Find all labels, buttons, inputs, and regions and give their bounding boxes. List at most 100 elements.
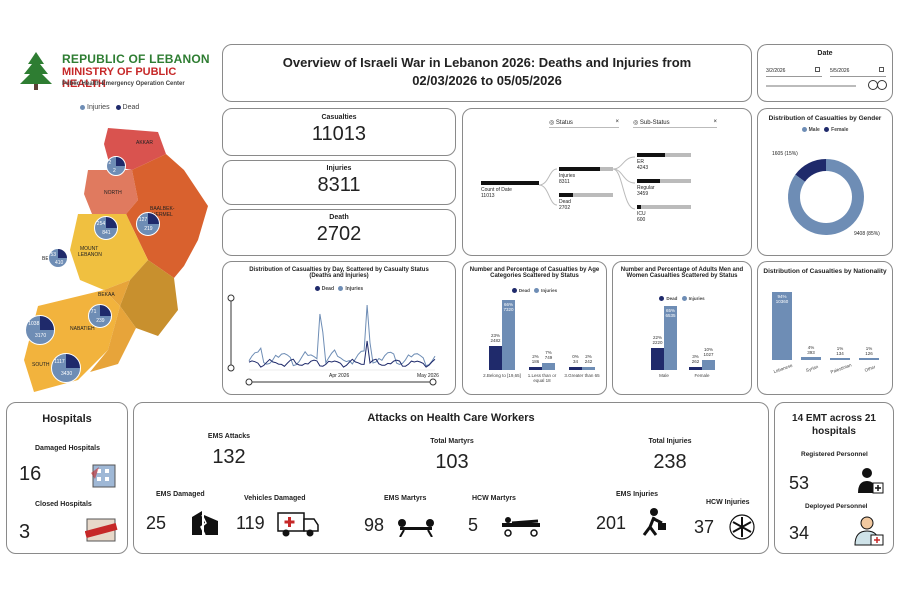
dead-bar[interactable] — [529, 367, 542, 370]
nationality-bar-label: 1% 126 — [865, 346, 873, 356]
casualties-value: 11013 — [311, 123, 367, 145]
deployed-value: 34 — [789, 523, 810, 543]
bubble-injuries-value: 239 — [96, 318, 105, 325]
injuries-kpi-card: Injuries 8311 — [222, 160, 456, 205]
total-martyrs-label: Total Martyrs — [430, 438, 474, 445]
daily-line-chart[interactable] — [223, 286, 457, 396]
category-label: 1.Less than or equal 18 — [527, 373, 557, 383]
decomp-er-label: ER — [637, 159, 644, 165]
org-line2: MINISTRY OF PUBLIC HEALTH — [62, 66, 177, 90]
injuries-value: 8311 — [317, 174, 361, 196]
bubble-injuries-value: 3430 — [61, 370, 73, 377]
medical-star-icon — [729, 514, 755, 540]
decomp-dead-label: Dead — [559, 199, 571, 205]
bar-label: 65% 6535 — [665, 308, 676, 318]
daily-chart-legend: Dead Injuries — [223, 286, 455, 292]
dead-series-line — [248, 340, 436, 368]
calendar-icon — [815, 67, 820, 72]
bubble-injuries-value: 2 — [113, 168, 116, 174]
map-bubble-mount-lebanon[interactable]: 254 841 — [94, 216, 118, 240]
nationality-category-label: Lebanese — [772, 362, 794, 375]
svg-text:SOUTH: SOUTH — [32, 362, 50, 368]
female-label: 1605 (15%) — [772, 151, 798, 157]
emt-title: 14 EMT across 21 hospitals — [792, 413, 876, 437]
map-bubble-beirut[interactable]: 53 410 — [48, 248, 68, 268]
date-end-input[interactable]: 5/5/2026 — [830, 65, 886, 77]
hospitals-title: Hospitals — [42, 413, 92, 425]
gender-chart-title: Distribution of Casualties by Gender — [768, 115, 882, 122]
svg-text:HERMEL: HERMEL — [152, 212, 173, 218]
nationality-bar[interactable] — [830, 358, 850, 360]
svg-text:MOUNT: MOUNT — [80, 246, 98, 252]
decomp-regular-bar[interactable] — [637, 179, 691, 183]
hcw-injuries-value: 37 — [694, 517, 715, 537]
hcw-injuries-label: HCW Injuries — [706, 499, 750, 506]
death-label: Death — [329, 214, 349, 221]
dead-bar[interactable] — [569, 367, 582, 370]
injuries-bar[interactable] — [582, 367, 595, 370]
decomp-root-bar[interactable] — [481, 181, 539, 185]
bubble-dead-value: 1117 — [54, 358, 65, 365]
bubble-injuries-value: 410 — [55, 260, 64, 266]
injured-worker-icon — [642, 508, 666, 536]
date-slider[interactable] — [766, 85, 856, 87]
dead-bar[interactable] — [689, 367, 702, 370]
nationality-bar[interactable] — [801, 357, 821, 360]
daily-chart-card: Distribution of Casualties by Day, Scatt… — [222, 261, 456, 395]
category-label: Female — [694, 373, 710, 378]
hospital-bed-icon — [502, 517, 540, 537]
bar-label: 2% 186 — [531, 354, 540, 364]
decomp-er-bar[interactable] — [637, 153, 691, 157]
gender-chart-card: Distribution of Casualties by Gender Mal… — [757, 108, 893, 256]
death-value: 2702 — [316, 223, 362, 245]
slider-handle-end[interactable] — [877, 80, 887, 90]
bar-label: 7% 749 — [544, 349, 553, 360]
bubble-dead-value: 254 — [96, 220, 106, 227]
injuries-bar[interactable] — [664, 306, 677, 370]
date-start-input[interactable]: 3/2/2026 — [766, 65, 822, 77]
substatus-header[interactable]: ◎ Sub-Status × — [633, 119, 717, 128]
dead-bar[interactable] — [651, 348, 664, 370]
ambulance-icon — [277, 512, 319, 537]
ems-injuries-value: 201 — [596, 513, 627, 533]
bubble-dead-value: 2 — [108, 160, 112, 166]
nationality-bar[interactable] — [859, 358, 879, 360]
ems-attacks-label: EMS Attacks — [207, 433, 251, 440]
status-header[interactable]: ◎ Status × — [549, 119, 619, 128]
injuries-bar[interactable] — [542, 362, 555, 370]
nationality-bar-label: 4% 393 — [807, 345, 815, 356]
map-region-north — [84, 170, 138, 214]
nationality-bar[interactable] — [772, 292, 792, 360]
map-region-baalbek — [126, 154, 208, 278]
bar-label: 22% 2220 — [652, 335, 663, 346]
daily-chart-title: Distribution of Casualties by Day, Scatt… — [249, 267, 429, 279]
adults-chart-legend: Dead Injuries — [613, 296, 751, 302]
org-line1: REPUBLIC OF LEBANON — [62, 52, 210, 66]
decomp-icu-value: 600 — [637, 217, 646, 223]
svg-text:NABATIEH: NABATIEH — [70, 326, 95, 332]
map-bubble-south[interactable]: 1038 3170 — [25, 315, 55, 345]
nationality-bar-label: 94% 10360 — [775, 294, 789, 304]
close-icon[interactable]: × — [615, 119, 619, 125]
map-bubble-baalbek-hermel[interactable]: 127 219 — [136, 212, 160, 236]
decomp-dead-bar[interactable] — [559, 193, 613, 197]
injuries-bar[interactable] — [502, 300, 515, 370]
x-label-apr: Apr 2026 — [329, 373, 350, 379]
map-bubble-nabatieh[interactable]: 1117 3430 — [51, 353, 81, 383]
hcw-martyrs-value: 5 — [468, 515, 479, 535]
decomp-icu-bar[interactable] — [637, 205, 691, 209]
age-chart-legend: Dead Injuries — [463, 288, 606, 294]
map-bubble-bekaa[interactable]: 71 239 — [88, 304, 112, 328]
decomp-injuries-label: Injuries — [559, 173, 576, 179]
gender-donut[interactable] — [758, 137, 894, 257]
decomp-injuries-bar[interactable] — [559, 167, 613, 171]
logo-block: REPUBLIC OF LEBANON MINISTRY OF PUBLIC H… — [14, 50, 214, 100]
close-icon[interactable]: × — [713, 119, 717, 125]
dead-bar[interactable] — [489, 346, 502, 370]
injuries-bar[interactable] — [702, 359, 715, 370]
deployed-personnel-icon — [854, 516, 884, 546]
total-martyrs-value: 103 — [435, 451, 469, 473]
gender-legend: Male Female — [758, 127, 892, 133]
title-card: Overview of Israeli War in Lebanon 2026:… — [222, 44, 752, 102]
